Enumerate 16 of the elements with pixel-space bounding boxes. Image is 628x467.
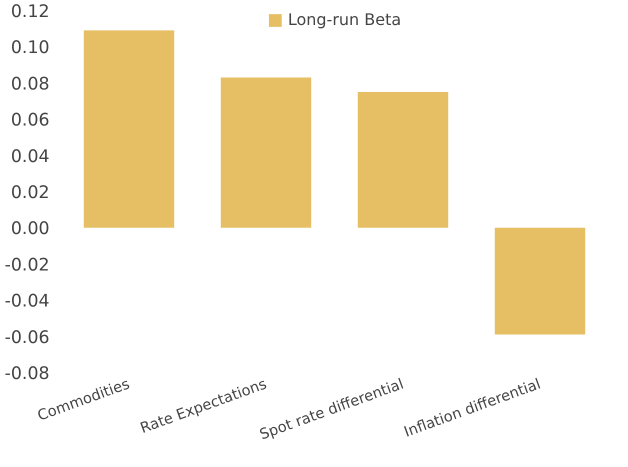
- y-tick-label: 0.12: [10, 2, 50, 22]
- y-tick-label: -0.06: [4, 328, 50, 348]
- bar: [84, 30, 174, 228]
- y-tick-label: 0.06: [10, 110, 50, 131]
- legend-label: Long-run Beta: [288, 10, 402, 29]
- y-tick-label: 0.10: [10, 38, 50, 58]
- y-tick-label: -0.04: [4, 292, 50, 312]
- y-tick-label: -0.02: [4, 255, 50, 276]
- y-tick-label: 0.08: [10, 74, 50, 94]
- y-tick-label: 0.04: [10, 146, 50, 167]
- bar: [220, 77, 312, 228]
- y-tick-label: 0.02: [10, 183, 50, 203]
- bar: [358, 92, 448, 228]
- y-tick-label: -0.08: [4, 364, 50, 384]
- y-tick-label: 0.00: [10, 219, 50, 240]
- bar: [494, 228, 586, 334]
